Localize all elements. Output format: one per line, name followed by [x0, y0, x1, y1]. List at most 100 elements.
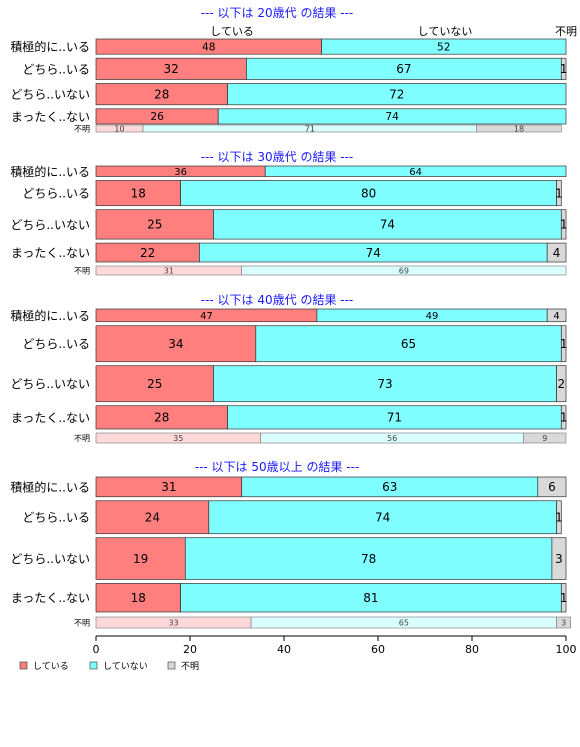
data-label: 4 — [553, 311, 559, 322]
bar-segment — [95, 325, 257, 363]
bar-segment — [560, 209, 567, 240]
data-label: 67 — [396, 62, 411, 76]
data-label: 78 — [361, 552, 376, 566]
x-tick-label: 40 — [277, 643, 291, 656]
category-label: どちら..いる — [22, 511, 90, 525]
data-label: 74 — [380, 218, 395, 232]
bar-segment — [556, 365, 567, 403]
data-label: 4 — [553, 246, 561, 260]
legend-label: 不明 — [181, 661, 199, 672]
data-label: 71 — [387, 411, 402, 425]
legend-swatch — [167, 661, 176, 670]
category-label: まったく..ない — [11, 591, 90, 605]
legend-label: している — [33, 661, 69, 672]
data-label: 72 — [389, 87, 404, 101]
bar-segment — [95, 180, 181, 207]
category-label: 積極的に..いる — [10, 39, 90, 54]
na-data-label: 10 — [114, 125, 124, 134]
x-tick-label: 80 — [465, 643, 479, 656]
na-bar-segment — [476, 124, 562, 133]
legend-swatch — [89, 661, 98, 670]
data-label: 19 — [133, 552, 148, 566]
category-label: どちら..いない — [10, 552, 90, 566]
data-label: 6 — [548, 480, 556, 494]
data-label: 18 — [131, 591, 146, 605]
header-label: していない — [418, 25, 473, 38]
data-label: 32 — [164, 62, 179, 76]
category-label: 積極的に..いる — [10, 308, 90, 323]
bar-segment — [255, 325, 562, 363]
data-label: 74 — [385, 110, 399, 123]
data-label: 81 — [363, 591, 378, 605]
data-label: 74 — [375, 511, 390, 525]
category-label: どちら..いる — [22, 62, 90, 76]
category-label: どちら..いない — [10, 88, 90, 102]
bar-segment — [208, 500, 557, 535]
na-bar-segment — [556, 616, 571, 629]
bar-segment — [560, 583, 567, 613]
bar-segment — [95, 537, 186, 580]
data-label: 1 — [560, 218, 568, 232]
header-label: している — [210, 25, 254, 38]
bar-segment — [556, 500, 562, 535]
panel-title: --- 以下は 20歳代 の結果 --- — [201, 6, 354, 20]
data-label: 49 — [426, 311, 439, 322]
na-data-label: 18 — [514, 125, 524, 134]
na-row-label: 不明 — [74, 125, 90, 134]
data-label: 1 — [560, 337, 568, 351]
data-label: 80 — [361, 186, 376, 200]
bar-segment — [180, 583, 562, 613]
bar-segment — [537, 476, 567, 498]
data-label: 1 — [560, 411, 568, 425]
panel-title: --- 以下は 40歳代 の結果 --- — [201, 293, 354, 307]
data-label: 26 — [150, 110, 164, 123]
category-label: まったく..ない — [11, 110, 90, 124]
bar-segment — [180, 180, 557, 207]
bar-segment — [227, 83, 567, 106]
bar-segment — [184, 537, 553, 580]
bar-segment — [213, 209, 562, 240]
header-label: 不明 — [555, 25, 577, 38]
category-label: どちら..いる — [22, 187, 90, 201]
legend-label: していない — [103, 661, 148, 672]
category-label: 積極的に..いる — [10, 164, 90, 179]
data-label: 1 — [560, 591, 568, 605]
bar-segment — [546, 308, 567, 323]
bar-segment — [95, 500, 210, 535]
data-label: 24 — [145, 511, 160, 525]
na-bar-segment — [523, 432, 567, 444]
data-label: 36 — [174, 167, 187, 178]
data-label: 64 — [409, 167, 422, 178]
na-data-label: 31 — [164, 267, 174, 276]
data-label: 25 — [147, 218, 162, 232]
bar-segment — [213, 365, 557, 403]
data-label: 22 — [140, 246, 155, 260]
data-label: 73 — [377, 377, 392, 391]
na-data-label: 33 — [168, 619, 178, 628]
bar-segment — [95, 209, 214, 240]
na-data-label: 3 — [561, 619, 566, 628]
na-data-label: 71 — [305, 125, 315, 134]
bar-segment — [551, 537, 567, 580]
data-label: 48 — [202, 40, 216, 53]
na-data-label: 9 — [542, 434, 547, 443]
bar-segment — [560, 405, 567, 430]
panel-title: --- 以下は 50歳以上 の結果 --- — [195, 460, 360, 474]
x-tick-label: 20 — [183, 643, 197, 656]
na-row-label: 不明 — [74, 619, 90, 628]
data-label: 31 — [161, 480, 176, 494]
bar-segment — [95, 365, 214, 403]
na-data-label: 35 — [173, 434, 183, 443]
legend-swatch — [19, 661, 28, 670]
category-label: まったく..ない — [11, 411, 90, 425]
na-bar-segment — [241, 265, 567, 276]
x-tick-label: 100 — [556, 643, 577, 656]
bar-segment — [560, 57, 567, 80]
data-label: 28 — [154, 411, 169, 425]
data-label: 74 — [366, 246, 381, 260]
data-label: 1 — [560, 62, 568, 76]
bar-segment — [321, 38, 567, 55]
category-label: どちら..いる — [22, 337, 90, 351]
data-label: 18 — [131, 186, 146, 200]
